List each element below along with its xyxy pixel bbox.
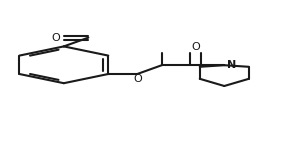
Text: N: N	[227, 60, 236, 70]
Text: O: O	[133, 74, 142, 84]
Text: O: O	[191, 42, 200, 52]
Text: O: O	[51, 33, 60, 43]
